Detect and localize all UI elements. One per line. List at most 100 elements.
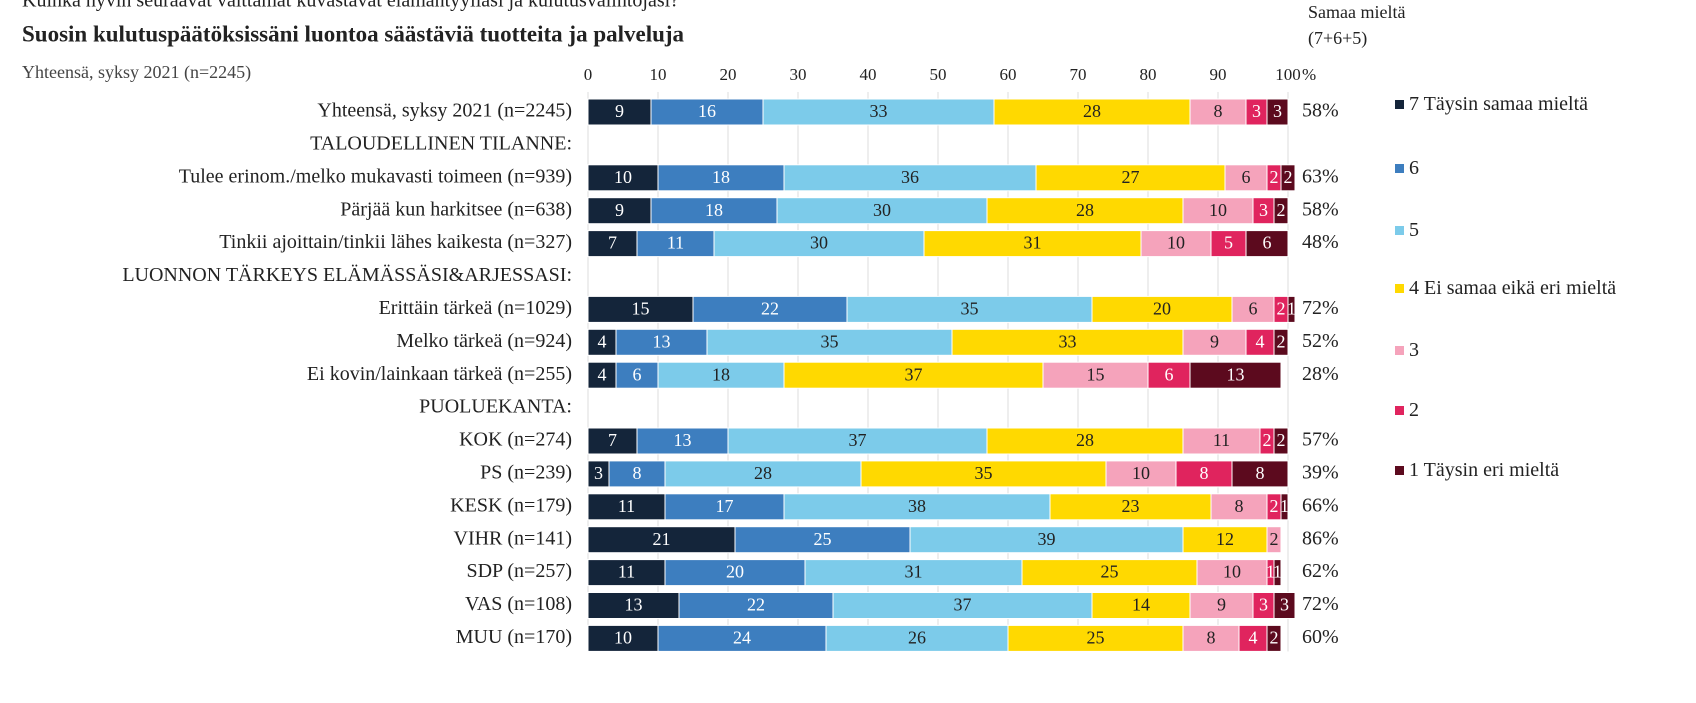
bar-segment bbox=[1210, 230, 1247, 258]
bar-segment bbox=[923, 230, 1142, 258]
bar-segment bbox=[1182, 624, 1240, 652]
bar-segment bbox=[860, 460, 1107, 488]
bar-segment bbox=[1273, 559, 1282, 587]
data-label: 30 bbox=[873, 200, 891, 220]
agree-total: 72% bbox=[1302, 297, 1339, 319]
legend-swatch bbox=[1395, 406, 1404, 415]
agree-total: 86% bbox=[1302, 527, 1339, 549]
data-label: 8 bbox=[1207, 628, 1216, 648]
legend-label: 5 bbox=[1409, 219, 1419, 241]
bar-segment bbox=[692, 295, 848, 323]
y-tick-label: MUU (n=170) bbox=[456, 626, 572, 648]
data-label: 8 bbox=[1200, 463, 1209, 483]
data-label: 20 bbox=[726, 562, 744, 582]
data-label: 37 bbox=[849, 430, 867, 450]
x-tick-label: 90 bbox=[1210, 65, 1227, 84]
bar-segment bbox=[1007, 624, 1184, 652]
bar-segment bbox=[846, 295, 1093, 323]
data-label: 33 bbox=[1059, 331, 1077, 351]
agree-total: 66% bbox=[1302, 494, 1339, 516]
bar-segment bbox=[783, 361, 1044, 389]
x-tick-label: 60 bbox=[1000, 65, 1017, 84]
data-label: 10 bbox=[614, 628, 632, 648]
data-label: 2 bbox=[1270, 529, 1279, 549]
data-label: 8 bbox=[633, 463, 642, 483]
bar-segment bbox=[1287, 295, 1296, 323]
agree-total: 72% bbox=[1302, 593, 1339, 615]
bar-segment bbox=[1182, 328, 1247, 356]
data-label: 21 bbox=[653, 529, 671, 549]
bar-segment bbox=[657, 361, 785, 389]
bar-segment bbox=[1273, 427, 1289, 455]
data-label: 2 bbox=[1277, 430, 1286, 450]
data-label: 6 bbox=[1249, 299, 1258, 319]
data-label: 3 bbox=[1259, 200, 1268, 220]
bar-segment bbox=[1175, 460, 1233, 488]
data-label: 22 bbox=[747, 595, 765, 615]
data-label: 2 bbox=[1284, 167, 1293, 187]
bar-segment bbox=[587, 427, 638, 455]
data-label: 11 bbox=[667, 233, 684, 253]
data-label: 7 bbox=[608, 233, 617, 253]
bar-segment bbox=[1273, 328, 1289, 356]
legend-swatch bbox=[1395, 226, 1404, 235]
bar-segment bbox=[587, 624, 659, 652]
data-label: 11 bbox=[1213, 430, 1230, 450]
bar-segment bbox=[1231, 460, 1289, 488]
subtitle: Yhteensä, syksy 2021 (n=2245) bbox=[22, 62, 251, 83]
data-label: 3 bbox=[1273, 101, 1282, 121]
x-tick-label: 10 bbox=[650, 65, 667, 84]
data-label: 31 bbox=[1024, 233, 1042, 253]
x-tick-label: 0 bbox=[584, 65, 593, 84]
bar-segment bbox=[587, 328, 617, 356]
data-label: 2 bbox=[1270, 167, 1279, 187]
data-label: 13 bbox=[653, 331, 671, 351]
data-label: 8 bbox=[1214, 101, 1223, 121]
data-label: 9 bbox=[1210, 331, 1219, 351]
agree-total: 57% bbox=[1302, 429, 1339, 451]
bar-segment bbox=[1280, 164, 1296, 192]
data-label: 2 bbox=[1277, 331, 1286, 351]
bar-segment bbox=[993, 98, 1191, 126]
data-label: 4 bbox=[598, 364, 607, 384]
data-label: 12 bbox=[1216, 529, 1234, 549]
y-tick-label: Yhteensä, syksy 2021 (n=2245) bbox=[317, 100, 572, 122]
data-label: 18 bbox=[712, 364, 730, 384]
data-label: 4 bbox=[1256, 331, 1265, 351]
data-label: 17 bbox=[716, 496, 734, 516]
data-label: 8 bbox=[1235, 496, 1244, 516]
x-tick-label: 100 bbox=[1275, 65, 1301, 84]
bar-segment bbox=[657, 624, 827, 652]
data-label: 22 bbox=[761, 299, 779, 319]
data-label: 24 bbox=[733, 628, 751, 648]
data-label: 2 bbox=[1263, 430, 1272, 450]
agree-total: 62% bbox=[1302, 560, 1339, 582]
bar-segment bbox=[587, 164, 659, 192]
bar-segment bbox=[664, 559, 806, 587]
legend-label: 6 bbox=[1409, 157, 1419, 179]
bar-segment bbox=[986, 427, 1184, 455]
bar-segment bbox=[1189, 592, 1254, 619]
data-label: 38 bbox=[908, 496, 926, 516]
legend-item: 5 bbox=[1395, 218, 1685, 242]
bar-segment bbox=[727, 427, 988, 455]
data-label: 20 bbox=[1153, 299, 1171, 319]
bar-segment bbox=[713, 230, 925, 258]
data-label: 35 bbox=[961, 299, 979, 319]
agree-total: 58% bbox=[1302, 198, 1339, 220]
legend-label: 3 bbox=[1409, 339, 1419, 361]
agree-total: 48% bbox=[1302, 231, 1339, 253]
data-label: 4 bbox=[598, 331, 607, 351]
bar-segment bbox=[783, 493, 1051, 521]
question: Kuinka hyvin seuraavat väittämät kuvasta… bbox=[22, 0, 679, 12]
data-label: 7 bbox=[608, 430, 617, 450]
data-label: 4 bbox=[1249, 628, 1258, 648]
data-label: 15 bbox=[632, 299, 650, 319]
bar-segment bbox=[636, 427, 729, 455]
agree-total: 52% bbox=[1302, 330, 1339, 352]
data-label: 30 bbox=[810, 233, 828, 253]
data-label: 6 bbox=[633, 364, 642, 384]
data-label: 11 bbox=[618, 562, 635, 582]
y-tick-label: KESK (n=179) bbox=[450, 494, 572, 516]
legend-swatch bbox=[1395, 466, 1404, 475]
